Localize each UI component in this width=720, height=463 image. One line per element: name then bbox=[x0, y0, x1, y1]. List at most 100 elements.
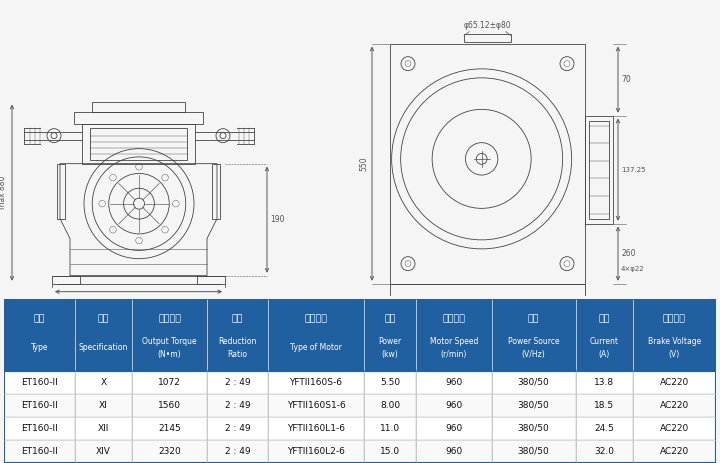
Text: 2145: 2145 bbox=[158, 424, 181, 433]
Bar bbox=[416, 417, 492, 440]
Text: ET160-II: ET160-II bbox=[21, 424, 58, 433]
Bar bbox=[4, 394, 75, 417]
Bar bbox=[364, 440, 416, 463]
Text: Motor Speed: Motor Speed bbox=[430, 337, 478, 346]
Text: ET160-II: ET160-II bbox=[21, 378, 58, 387]
Text: 24.5: 24.5 bbox=[594, 424, 614, 433]
Bar bbox=[575, 417, 633, 440]
Text: (r/min): (r/min) bbox=[441, 350, 467, 359]
Text: 电机转速: 电机转速 bbox=[442, 314, 465, 323]
Text: 电流: 电流 bbox=[598, 314, 610, 323]
Text: ET160-II: ET160-II bbox=[21, 401, 58, 410]
Bar bbox=[464, 34, 511, 42]
Bar bbox=[207, 440, 268, 463]
Text: YFTII160L1-6: YFTII160L1-6 bbox=[287, 424, 345, 433]
Text: 1072: 1072 bbox=[158, 378, 181, 387]
Text: 505: 505 bbox=[132, 299, 146, 307]
Bar bbox=[82, 124, 195, 163]
Text: XI: XI bbox=[99, 401, 108, 410]
Bar bbox=[589, 121, 609, 219]
Bar bbox=[390, 284, 585, 296]
Text: (N•m): (N•m) bbox=[158, 350, 181, 359]
Bar bbox=[364, 299, 416, 371]
Text: 550: 550 bbox=[359, 156, 368, 171]
Text: 电源: 电源 bbox=[528, 314, 539, 323]
Text: 137.25: 137.25 bbox=[621, 167, 646, 173]
Bar bbox=[575, 394, 633, 417]
Bar bbox=[492, 394, 575, 417]
Text: Type: Type bbox=[30, 343, 48, 352]
Bar bbox=[4, 371, 75, 394]
Text: Ratio: Ratio bbox=[228, 350, 248, 359]
Text: Power Source: Power Source bbox=[508, 337, 559, 346]
Text: 70: 70 bbox=[621, 75, 631, 84]
Bar bbox=[633, 371, 716, 394]
Text: ET160-II: ET160-II bbox=[21, 447, 58, 456]
Bar bbox=[212, 163, 220, 219]
Bar bbox=[416, 371, 492, 394]
Text: 380/50: 380/50 bbox=[518, 378, 549, 387]
Text: 型号: 型号 bbox=[34, 314, 45, 323]
Bar bbox=[416, 440, 492, 463]
Text: 功率: 功率 bbox=[384, 314, 396, 323]
Text: 1560: 1560 bbox=[158, 401, 181, 410]
Bar bbox=[633, 299, 716, 371]
Text: YFTII160S1-6: YFTII160S1-6 bbox=[287, 401, 346, 410]
Text: Type of Motor: Type of Motor bbox=[290, 343, 342, 352]
Bar bbox=[132, 417, 207, 440]
Bar bbox=[75, 371, 132, 394]
Bar bbox=[492, 371, 575, 394]
Bar bbox=[90, 128, 187, 160]
Bar bbox=[633, 394, 716, 417]
Bar bbox=[492, 440, 575, 463]
Bar bbox=[416, 299, 492, 371]
Text: 5.50: 5.50 bbox=[380, 378, 400, 387]
Bar bbox=[585, 116, 613, 224]
Text: AC220: AC220 bbox=[660, 401, 689, 410]
Text: φ65.12±φ80: φ65.12±φ80 bbox=[464, 21, 511, 30]
Bar bbox=[132, 299, 207, 371]
Text: 960: 960 bbox=[445, 447, 462, 456]
Text: 2 : 49: 2 : 49 bbox=[225, 447, 251, 456]
Bar bbox=[4, 371, 716, 463]
Bar bbox=[268, 299, 364, 371]
Text: 规格: 规格 bbox=[98, 314, 109, 323]
Text: 速比: 速比 bbox=[232, 314, 243, 323]
Bar bbox=[132, 440, 207, 463]
Text: 15.0: 15.0 bbox=[380, 447, 400, 456]
Bar bbox=[390, 44, 585, 284]
Bar bbox=[132, 371, 207, 394]
Text: 2 : 49: 2 : 49 bbox=[225, 378, 251, 387]
Bar bbox=[75, 417, 132, 440]
Bar bbox=[268, 394, 364, 417]
Text: 18.5: 18.5 bbox=[594, 401, 614, 410]
Bar bbox=[92, 102, 185, 112]
Bar bbox=[207, 371, 268, 394]
Bar bbox=[575, 299, 633, 371]
Text: (V/Hz): (V/Hz) bbox=[522, 350, 546, 359]
Text: 2 : 49: 2 : 49 bbox=[225, 401, 251, 410]
Text: XIV: XIV bbox=[96, 447, 111, 456]
Text: AC220: AC220 bbox=[660, 378, 689, 387]
Text: 960: 960 bbox=[445, 424, 462, 433]
Text: (A): (A) bbox=[598, 350, 610, 359]
Bar bbox=[207, 394, 268, 417]
Bar bbox=[75, 299, 132, 371]
Bar bbox=[75, 440, 132, 463]
Text: 190: 190 bbox=[270, 215, 284, 224]
Text: 8.00: 8.00 bbox=[380, 401, 400, 410]
Text: 输出扭矩: 输出扭矩 bbox=[158, 314, 181, 323]
Bar bbox=[57, 163, 65, 219]
Bar bbox=[207, 299, 268, 371]
Text: 380/50: 380/50 bbox=[518, 401, 549, 410]
Text: 960: 960 bbox=[445, 401, 462, 410]
Bar bbox=[492, 299, 575, 371]
Bar bbox=[74, 112, 203, 124]
Text: 电机型号: 电机型号 bbox=[305, 314, 328, 323]
Text: (kw): (kw) bbox=[382, 350, 399, 359]
Bar bbox=[52, 275, 80, 284]
Text: AC220: AC220 bbox=[660, 447, 689, 456]
Bar bbox=[633, 440, 716, 463]
Text: YFTII160L2-6: YFTII160L2-6 bbox=[287, 447, 345, 456]
Bar bbox=[132, 394, 207, 417]
